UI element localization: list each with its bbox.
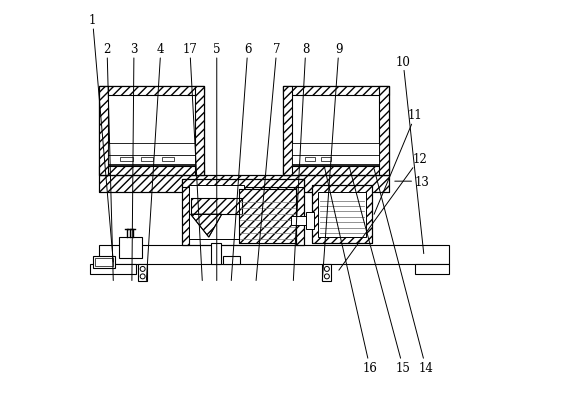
Text: 2: 2 — [104, 43, 113, 281]
Bar — [99, 87, 204, 176]
Bar — [291, 217, 312, 225]
Text: 12: 12 — [339, 152, 427, 271]
Bar — [415, 264, 449, 275]
Bar — [195, 87, 204, 176]
Bar — [322, 264, 332, 281]
Bar — [162, 157, 174, 161]
Bar — [296, 180, 304, 246]
Text: 15: 15 — [349, 167, 410, 374]
Bar — [99, 176, 389, 192]
Bar — [379, 87, 389, 176]
Circle shape — [140, 267, 145, 272]
Bar — [95, 258, 113, 266]
Bar — [312, 186, 372, 244]
Bar — [305, 157, 315, 161]
Bar — [119, 237, 142, 258]
Bar — [306, 213, 314, 229]
Bar — [99, 87, 204, 176]
Text: 13: 13 — [395, 175, 429, 188]
Bar — [283, 166, 389, 176]
Bar — [99, 166, 204, 176]
Bar — [283, 87, 389, 176]
Bar — [108, 143, 195, 166]
Bar — [99, 87, 108, 176]
Bar — [239, 189, 297, 244]
Text: 6: 6 — [231, 43, 251, 281]
Bar — [292, 143, 379, 166]
Text: 7: 7 — [256, 43, 281, 281]
Text: 16: 16 — [324, 167, 378, 374]
Text: 8: 8 — [293, 43, 310, 281]
Bar — [99, 176, 389, 192]
Text: 10: 10 — [396, 55, 424, 254]
Bar — [283, 87, 389, 176]
Bar — [312, 186, 372, 244]
Bar — [141, 157, 153, 161]
Circle shape — [324, 274, 329, 279]
Bar — [223, 256, 239, 264]
Bar — [99, 87, 204, 96]
Bar — [188, 186, 245, 240]
Text: 3: 3 — [130, 43, 138, 281]
Circle shape — [140, 274, 145, 279]
Text: 5: 5 — [213, 43, 221, 281]
Bar — [121, 157, 132, 161]
Bar — [321, 157, 332, 161]
Polygon shape — [191, 215, 222, 237]
Bar — [182, 180, 189, 246]
Bar — [283, 87, 292, 176]
Text: 14: 14 — [374, 169, 433, 374]
Bar — [182, 180, 304, 187]
Bar — [93, 256, 115, 268]
Bar — [191, 198, 242, 215]
Bar — [91, 264, 136, 275]
Bar — [211, 244, 221, 264]
Bar — [318, 192, 366, 237]
Circle shape — [324, 267, 329, 272]
Text: 1: 1 — [89, 14, 113, 262]
Bar — [239, 189, 297, 244]
Bar — [191, 198, 242, 215]
Text: 17: 17 — [182, 43, 202, 281]
Bar — [182, 180, 304, 246]
Bar — [99, 246, 449, 264]
Text: 9: 9 — [322, 43, 342, 281]
Text: 11: 11 — [374, 109, 423, 215]
Bar — [138, 264, 147, 281]
Bar — [283, 87, 389, 96]
Text: 4: 4 — [147, 43, 165, 281]
